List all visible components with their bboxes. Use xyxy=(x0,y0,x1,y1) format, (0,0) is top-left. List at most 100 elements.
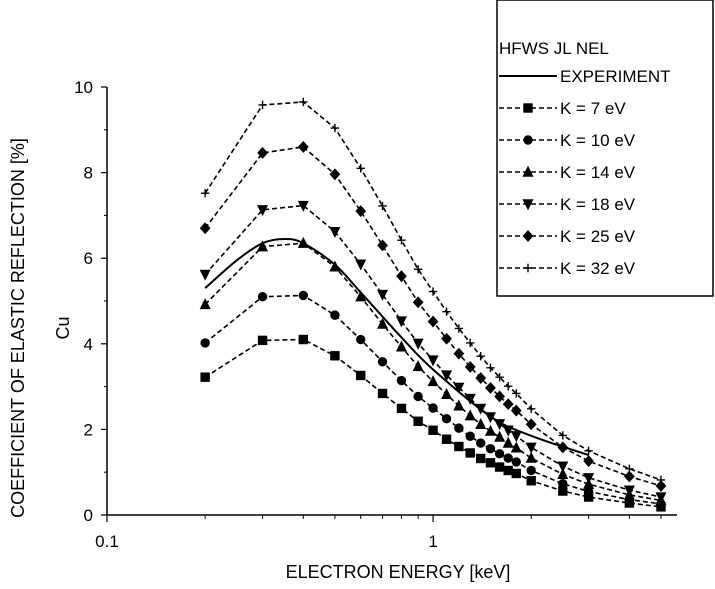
data-point-6 xyxy=(512,389,521,398)
data-point-1 xyxy=(257,335,268,346)
data-point-3 xyxy=(484,424,496,436)
data-point-6 xyxy=(413,265,423,274)
legend-label: EXPERIMENT xyxy=(560,67,671,86)
data-point-4 xyxy=(475,403,487,415)
tick-marks: 0 2 4 6 8 10 0.1 1 xyxy=(74,78,662,551)
data-point-3 xyxy=(494,430,506,442)
legend-title: HFWS JL NEL xyxy=(499,39,609,58)
data-point-6 xyxy=(330,123,340,133)
data-point-1 xyxy=(200,372,210,382)
data-point-6 xyxy=(656,475,666,485)
data-point-3 xyxy=(453,399,465,411)
data-point-4 xyxy=(510,431,522,443)
series-line-3 xyxy=(204,242,662,502)
data-point-2 xyxy=(298,290,309,301)
data-point-1 xyxy=(485,458,496,468)
data-point-6 xyxy=(625,464,634,473)
data-point-6 xyxy=(428,287,438,296)
data-point-1 xyxy=(330,351,340,361)
data-point-1 xyxy=(441,434,452,444)
data-point-1 xyxy=(454,441,464,452)
data-point-6 xyxy=(558,431,568,440)
legend-label: K = 25 eV xyxy=(560,227,636,246)
data-point-4 xyxy=(412,338,424,350)
data-point-6 xyxy=(466,338,475,348)
data-point-5 xyxy=(329,168,341,181)
data-point-6 xyxy=(200,188,210,198)
data-point-2 xyxy=(454,423,464,433)
data-point-5 xyxy=(557,441,569,454)
data-point-4 xyxy=(494,419,506,431)
data-point-4 xyxy=(395,316,407,328)
legend-label: K = 32 eV xyxy=(560,259,636,278)
data-point-2 xyxy=(494,449,505,459)
data-point-1 xyxy=(475,453,486,464)
data-point-5 xyxy=(583,455,594,468)
data-point-4 xyxy=(484,412,496,424)
data-point-4 xyxy=(525,442,537,454)
data-point-2 xyxy=(257,292,268,302)
data-point-3 xyxy=(557,468,569,480)
data-point-4 xyxy=(655,492,667,504)
data-point-2 xyxy=(511,457,521,467)
data-point-3 xyxy=(475,417,487,429)
data-point-2 xyxy=(413,391,423,402)
data-point-2 xyxy=(428,403,438,413)
y-tick-label: 0 xyxy=(84,506,93,525)
data-point-6 xyxy=(442,307,451,316)
data-point-4 xyxy=(427,355,439,367)
data-point-5 xyxy=(510,404,522,417)
y-tick-label: 10 xyxy=(74,78,93,97)
legend-box xyxy=(496,0,714,297)
data-point-4 xyxy=(557,461,569,473)
data-point-6 xyxy=(397,236,406,245)
data-point-3 xyxy=(257,240,269,252)
data-point-1 xyxy=(377,388,388,399)
data-point-1 xyxy=(503,465,513,476)
data-point-4 xyxy=(464,393,476,405)
data-point-5 xyxy=(525,418,537,431)
data-point-2 xyxy=(377,357,388,367)
data-point-1 xyxy=(356,370,366,381)
data-point-6 xyxy=(527,404,536,414)
data-point-4 xyxy=(329,226,341,238)
data-point-5 xyxy=(199,222,211,235)
legend-swatch-marker xyxy=(523,103,533,113)
data-point-5 xyxy=(427,315,439,328)
data-point-5 xyxy=(441,332,452,345)
data-point-3 xyxy=(199,298,211,310)
data-point-5 xyxy=(396,270,407,283)
legend-label: K = 14 eV xyxy=(560,163,636,182)
data-point-2 xyxy=(475,438,486,448)
data-point-3 xyxy=(464,409,476,421)
data-point-4 xyxy=(623,485,635,497)
data-point-1 xyxy=(526,476,536,486)
data-point-3 xyxy=(525,451,537,463)
data-point-6 xyxy=(584,446,593,455)
data-point-2 xyxy=(503,453,513,463)
data-point-5 xyxy=(257,146,268,159)
legend-swatch-marker xyxy=(523,135,533,145)
legend-swatch-marker xyxy=(522,230,534,242)
data-point-5 xyxy=(494,390,505,403)
x-axis-title: ELECTRON ENERGY [keV] xyxy=(286,562,511,582)
data-point-2 xyxy=(485,443,496,454)
series-line-6 xyxy=(204,101,662,481)
data-point-5 xyxy=(655,479,667,492)
series-line-2 xyxy=(204,294,662,505)
data-point-4 xyxy=(377,289,389,301)
data-point-2 xyxy=(200,338,210,348)
data-point-2 xyxy=(465,431,475,441)
data-point-6 xyxy=(378,201,387,211)
y-tick-label: 2 xyxy=(84,420,93,439)
data-point-3 xyxy=(355,290,367,302)
data-point-6 xyxy=(476,352,485,361)
data-point-2 xyxy=(330,310,340,320)
data-point-2 xyxy=(526,465,536,476)
data-point-1 xyxy=(298,334,309,345)
data-point-3 xyxy=(297,236,309,248)
data-point-5 xyxy=(464,360,476,373)
x-tick-label: 0.1 xyxy=(95,532,119,551)
data-point-2 xyxy=(396,375,407,386)
